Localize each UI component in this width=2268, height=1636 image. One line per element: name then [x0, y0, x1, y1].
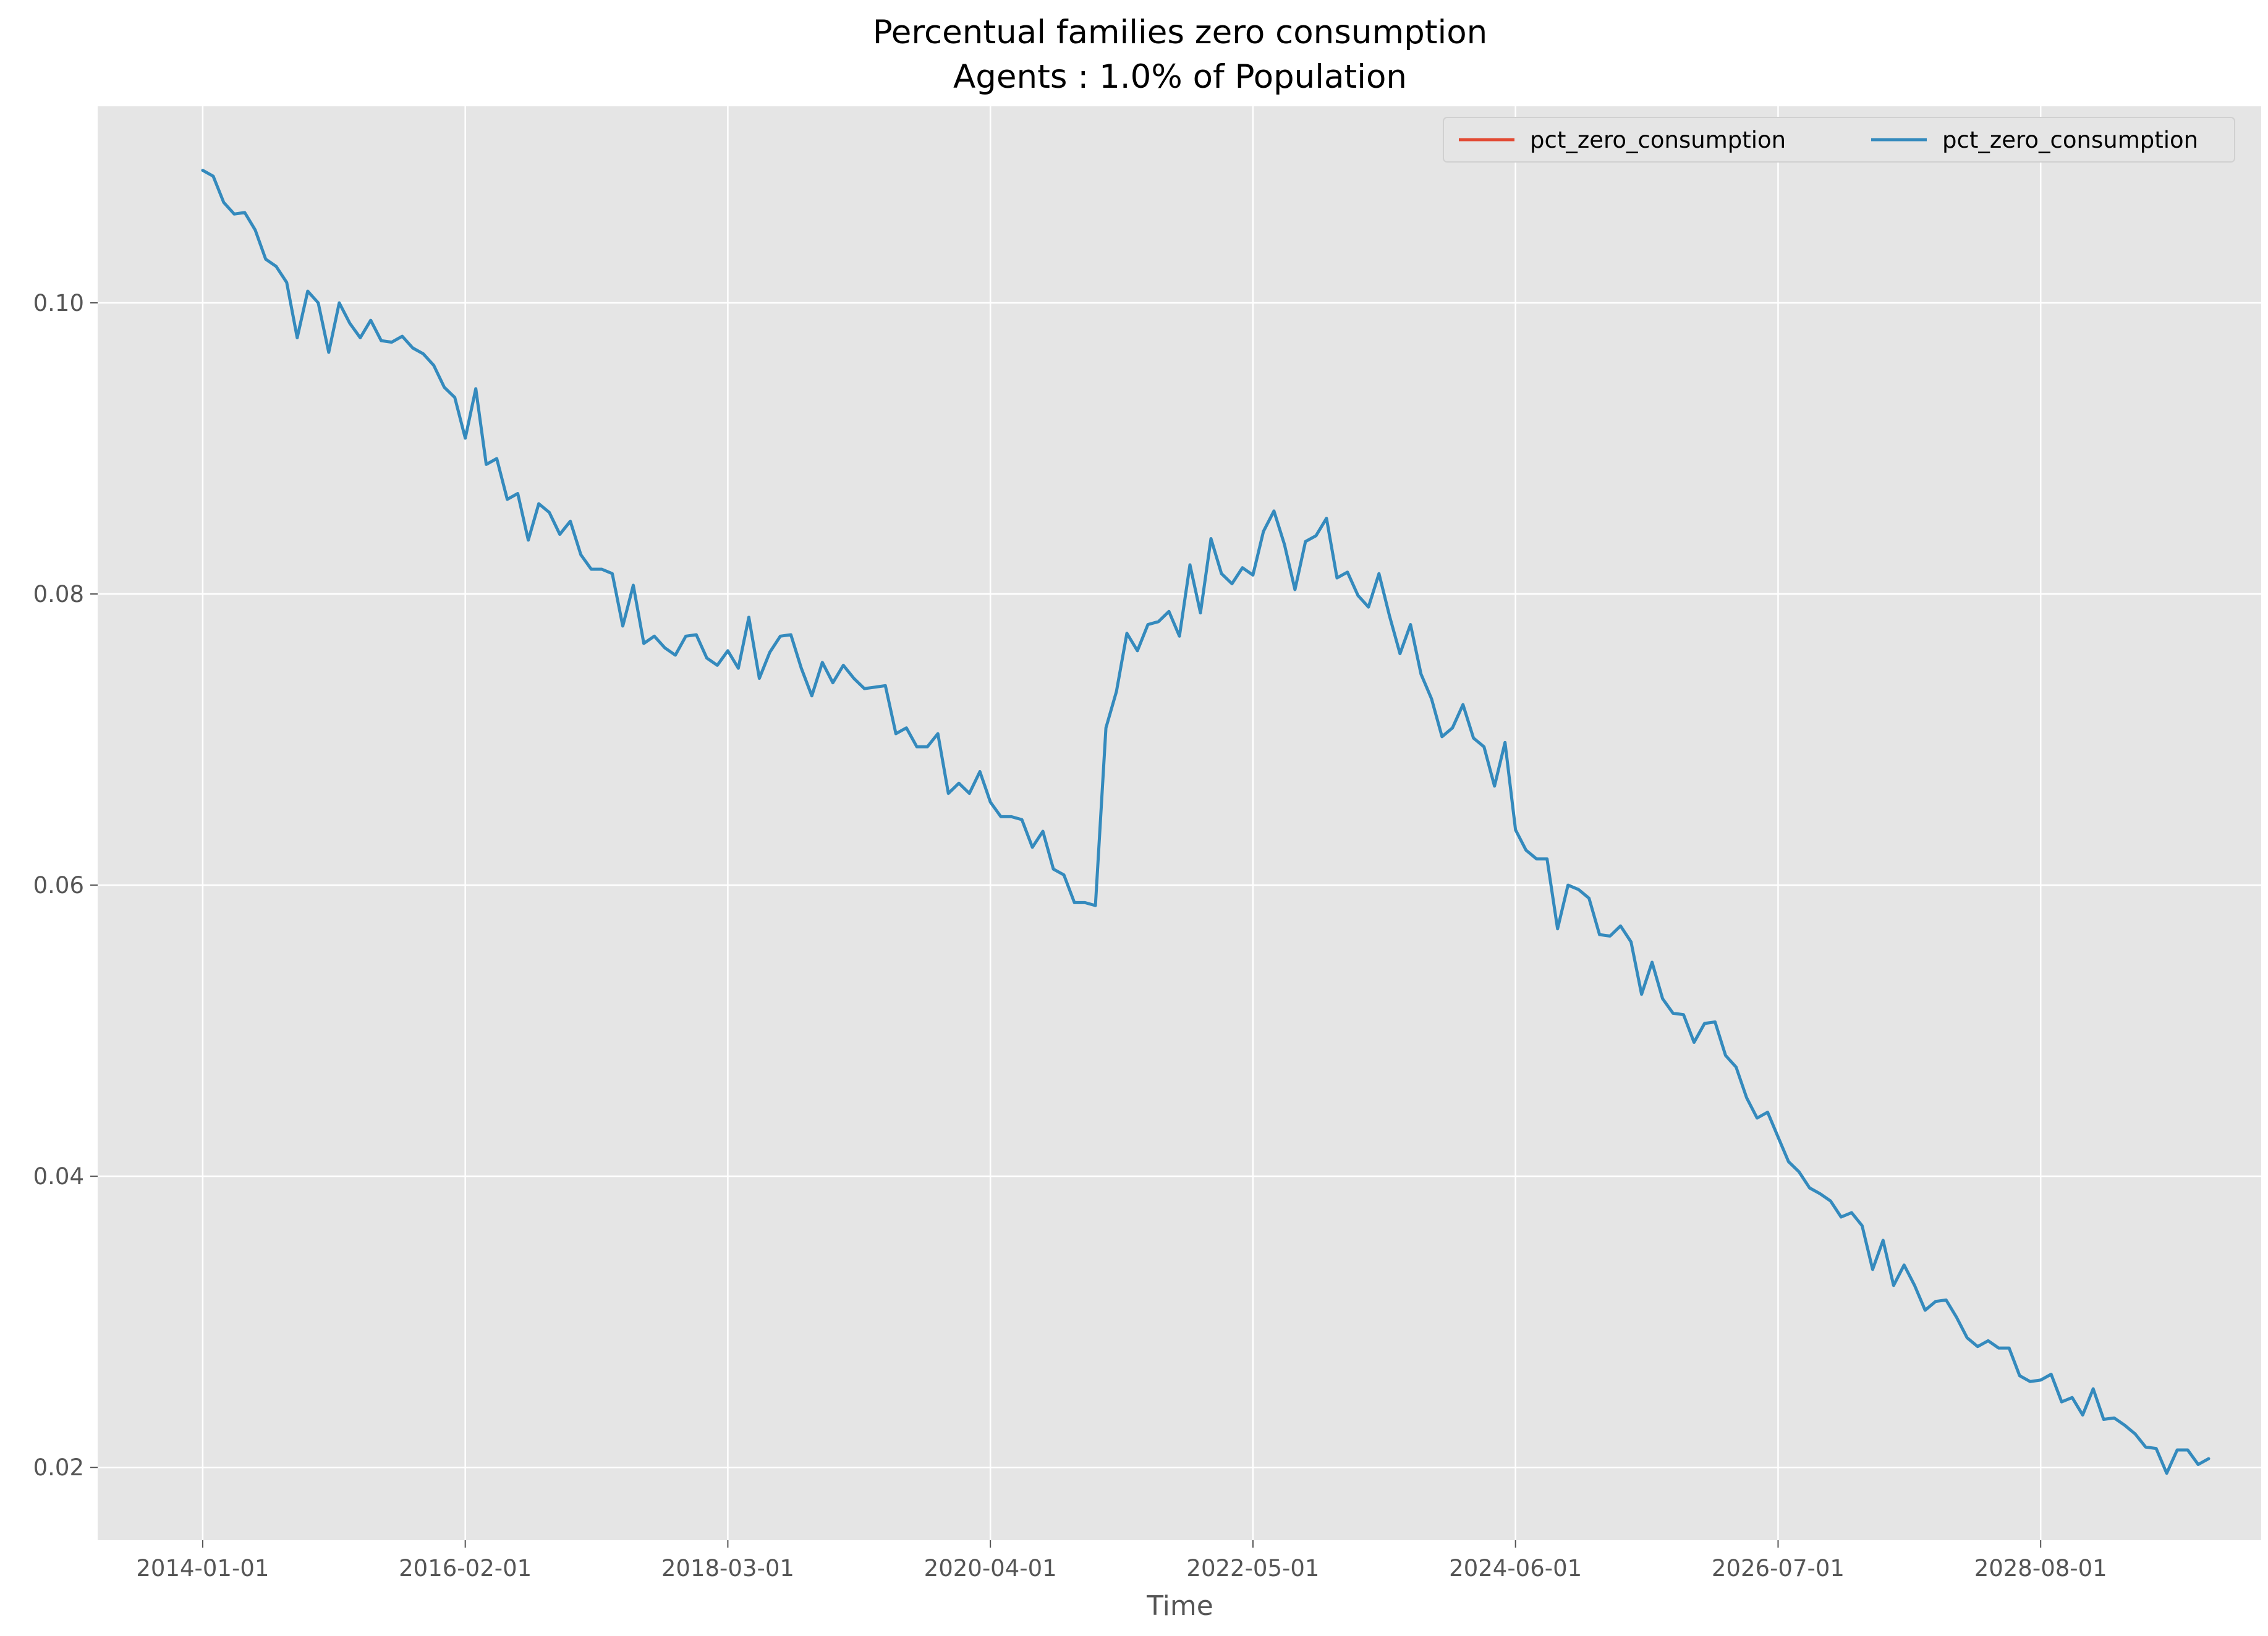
legend: pct_zero_consumption pct_zero_consumption: [1443, 117, 2235, 163]
x-tick-label: 2028-08-01: [1974, 1555, 2107, 1582]
y-tick-label: 0.08: [33, 581, 84, 608]
x-tick-label: 2014-01-01: [136, 1555, 269, 1582]
series-line-1: [201, 169, 2211, 1475]
y-axis: 0.02 0.04 0.06 0.08 0.10: [33, 290, 98, 1481]
y-tick-label: 0.10: [33, 290, 84, 316]
plot-background: [98, 106, 2261, 1540]
x-axis-label: Time: [1146, 1590, 1213, 1622]
y-tick-label: 0.02: [33, 1454, 84, 1481]
chart-title-line-2: Agents : 1.0% of Population: [953, 58, 1407, 96]
x-tick-label: 2026-07-01: [1712, 1555, 1845, 1582]
x-tick-label: 2022-05-01: [1186, 1555, 1319, 1582]
x-tick-label: 2024-06-01: [1449, 1555, 1582, 1582]
x-tick-label: 2018-03-01: [661, 1555, 794, 1582]
legend-label-1: pct_zero_consumption: [1942, 127, 2198, 153]
chart-title-line-1: Percentual families zero consumption: [873, 14, 1488, 51]
series-lines: [201, 169, 2211, 1475]
x-tick-label: 2020-04-01: [924, 1555, 1057, 1582]
legend-frame: [1443, 117, 2235, 163]
x-axis: 2014-01-01 2016-02-01 2018-03-01 2020-04-01…: [136, 1540, 2107, 1582]
legend-label-0: pct_zero_consumption: [1530, 127, 1786, 153]
y-tick-label: 0.06: [33, 872, 84, 899]
x-tick-label: 2016-02-01: [399, 1555, 532, 1582]
y-tick-label: 0.04: [33, 1163, 84, 1190]
